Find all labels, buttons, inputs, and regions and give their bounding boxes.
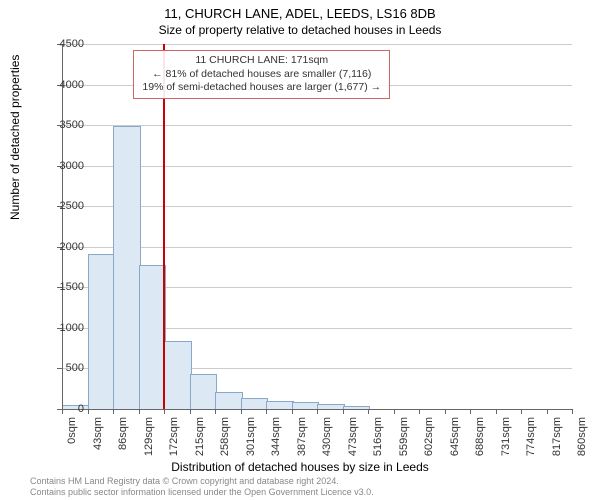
x-tick — [139, 409, 140, 414]
y-tick-label: 1500 — [44, 281, 84, 293]
footer-attribution: Contains HM Land Registry data © Crown c… — [30, 476, 374, 498]
x-tick — [496, 409, 497, 414]
x-tick-label: 688sqm — [474, 417, 486, 467]
x-tick — [419, 409, 420, 414]
annotation-line-1: 11 CHURCH LANE: 171sqm — [142, 54, 381, 68]
x-tick-label: 258sqm — [219, 417, 231, 467]
histogram-bar — [164, 341, 192, 409]
x-tick — [266, 409, 267, 414]
annotation-line-3: 19% of semi-detached houses are larger (… — [142, 81, 381, 95]
x-tick-label: 430sqm — [321, 417, 333, 467]
x-tick-label: 817sqm — [551, 417, 563, 467]
x-tick-label: 172sqm — [168, 417, 180, 467]
histogram-bar — [266, 401, 294, 409]
x-tick-label: 344sqm — [270, 417, 282, 467]
x-tick — [521, 409, 522, 414]
y-tick-label: 2000 — [44, 241, 84, 253]
x-tick — [113, 409, 114, 414]
y-tick-label: 1000 — [44, 322, 84, 334]
annotation-box: 11 CHURCH LANE: 171sqm← 81% of detached … — [133, 50, 390, 99]
histogram-bar — [215, 392, 243, 409]
x-tick — [317, 409, 318, 414]
x-tick-label: 774sqm — [525, 417, 537, 467]
x-tick-label: 301sqm — [245, 417, 257, 467]
x-tick-label: 43sqm — [92, 417, 104, 467]
y-tick-label: 3500 — [44, 119, 84, 131]
y-tick-label: 2500 — [44, 200, 84, 212]
y-tick-label: 3000 — [44, 160, 84, 172]
y-tick-label: 4500 — [44, 38, 84, 50]
histogram-bar — [113, 126, 141, 409]
annotation-line-2: ← 81% of detached houses are smaller (7,… — [142, 68, 381, 82]
x-tick — [343, 409, 344, 414]
x-tick — [292, 409, 293, 414]
chart-area: 11 CHURCH LANE: 171sqm← 81% of detached … — [62, 44, 572, 409]
x-tick — [241, 409, 242, 414]
footer-line-1: Contains HM Land Registry data © Crown c… — [30, 476, 374, 487]
x-tick-label: 559sqm — [398, 417, 410, 467]
gridline — [62, 44, 572, 45]
x-tick-label: 387sqm — [296, 417, 308, 467]
x-tick — [394, 409, 395, 414]
y-tick-label: 0 — [44, 403, 84, 415]
chart-title: 11, CHURCH LANE, ADEL, LEEDS, LS16 8DB — [0, 0, 600, 21]
x-tick-label: 516sqm — [372, 417, 384, 467]
x-tick-label: 0sqm — [66, 417, 78, 467]
x-tick-label: 602sqm — [423, 417, 435, 467]
histogram-bar — [292, 402, 320, 409]
x-tick — [445, 409, 446, 414]
y-tick-label: 4000 — [44, 79, 84, 91]
x-tick — [368, 409, 369, 414]
histogram-bar — [190, 374, 218, 409]
x-tick — [547, 409, 548, 414]
plot-region: 11 CHURCH LANE: 171sqm← 81% of detached … — [62, 44, 572, 409]
x-tick-label: 645sqm — [449, 417, 461, 467]
x-tick — [215, 409, 216, 414]
y-axis — [62, 44, 63, 409]
histogram-bar — [139, 265, 167, 409]
chart-subtitle: Size of property relative to detached ho… — [0, 21, 600, 37]
x-tick — [470, 409, 471, 414]
x-tick — [572, 409, 573, 414]
x-tick-label: 129sqm — [143, 417, 155, 467]
footer-line-2: Contains public sector information licen… — [30, 487, 374, 498]
y-tick-label: 500 — [44, 362, 84, 374]
x-tick-label: 473sqm — [347, 417, 359, 467]
x-tick — [164, 409, 165, 414]
histogram-bar — [88, 254, 116, 409]
y-axis-label: Number of detached properties — [8, 55, 22, 220]
x-tick-label: 86sqm — [117, 417, 129, 467]
x-tick-label: 731sqm — [500, 417, 512, 467]
x-tick — [190, 409, 191, 414]
x-tick-label: 860sqm — [576, 417, 588, 467]
histogram-bar — [241, 398, 269, 409]
x-tick-label: 215sqm — [194, 417, 206, 467]
x-tick — [88, 409, 89, 414]
